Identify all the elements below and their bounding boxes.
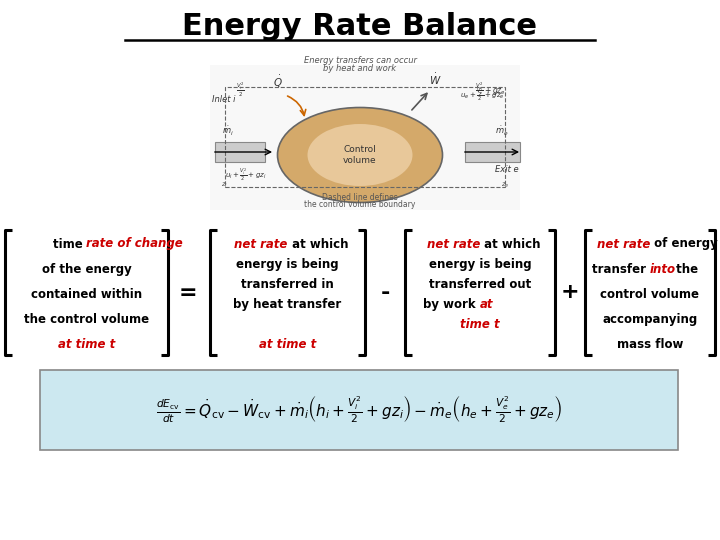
- Text: transferred out: transferred out: [429, 278, 531, 291]
- Text: $\dot{m}_i$: $\dot{m}_i$: [222, 125, 234, 138]
- Text: control volume: control volume: [600, 288, 700, 301]
- Text: +: +: [561, 282, 580, 302]
- Text: accompanying: accompanying: [603, 313, 698, 326]
- Text: net rate: net rate: [427, 238, 480, 251]
- Text: time t: time t: [460, 318, 500, 332]
- Text: the: the: [672, 263, 698, 276]
- Text: into: into: [650, 263, 676, 276]
- Text: by heat and work: by heat and work: [323, 64, 397, 73]
- Text: net rate: net rate: [234, 238, 287, 251]
- Text: the control volume boundary: the control volume boundary: [305, 200, 415, 209]
- Ellipse shape: [307, 124, 413, 186]
- Text: at time t: at time t: [58, 339, 115, 352]
- Bar: [465, 142, 520, 162]
- Text: by work: by work: [423, 298, 480, 311]
- Text: $\frac{V_e^2}{2} + gz_e$: $\frac{V_e^2}{2} + gz_e$: [474, 80, 505, 99]
- Text: Energy Rate Balance: Energy Rate Balance: [182, 12, 538, 41]
- Text: time: time: [53, 238, 86, 251]
- Text: transfer: transfer: [592, 263, 650, 276]
- Text: mass flow: mass flow: [617, 339, 683, 352]
- Text: $u_i + \frac{V_i^2}{2} + gz_i$: $u_i + \frac{V_i^2}{2} + gz_i$: [225, 167, 266, 183]
- Text: net rate: net rate: [597, 238, 650, 251]
- Text: $z_i$: $z_i$: [222, 181, 228, 190]
- Text: $\dot{Q}$: $\dot{Q}$: [273, 74, 283, 90]
- Text: energy is being: energy is being: [428, 258, 531, 271]
- Text: of energy: of energy: [650, 238, 718, 251]
- Text: at which: at which: [287, 238, 348, 251]
- Text: Exit e: Exit e: [495, 165, 518, 174]
- Bar: [225, 87, 505, 187]
- Bar: [210, 65, 520, 210]
- Text: at: at: [480, 298, 493, 311]
- Bar: [215, 142, 265, 162]
- Text: Energy transfers can occur: Energy transfers can occur: [304, 56, 416, 65]
- Text: contained within: contained within: [31, 288, 142, 301]
- Text: at time t: at time t: [259, 339, 316, 352]
- Text: =: =: [179, 282, 197, 302]
- Text: Inlet i: Inlet i: [212, 96, 235, 105]
- Text: at which: at which: [480, 238, 541, 251]
- Text: $\frac{dE_{\mathrm{cv}}}{dt} = \dot{Q}_{\mathrm{cv}} - \dot{W}_{\mathrm{cv}} + \: $\frac{dE_{\mathrm{cv}}}{dt} = \dot{Q}_{…: [156, 395, 562, 426]
- Text: Control
volume: Control volume: [343, 145, 377, 165]
- Text: rate of change: rate of change: [86, 238, 184, 251]
- Text: -: -: [380, 282, 390, 302]
- Text: of the energy: of the energy: [42, 263, 131, 276]
- Text: energy is being: energy is being: [236, 258, 339, 271]
- Text: $u_e + \frac{V_e^2}{2} + gz_e$: $u_e + \frac{V_e^2}{2} + gz_e$: [460, 87, 505, 103]
- Text: $\dot{m}_e$: $\dot{m}_e$: [495, 125, 509, 138]
- Ellipse shape: [277, 107, 443, 202]
- Text: the control volume: the control volume: [24, 313, 149, 326]
- Text: Dashed line defines: Dashed line defines: [322, 193, 398, 202]
- Text: transferred in: transferred in: [241, 278, 334, 291]
- Text: $z_e$: $z_e$: [501, 181, 509, 190]
- Text: by heat transfer: by heat transfer: [233, 298, 341, 311]
- FancyBboxPatch shape: [40, 370, 678, 450]
- Text: $\dot{W}$: $\dot{W}$: [428, 72, 441, 87]
- Text: $\frac{V_i^2}{2}$: $\frac{V_i^2}{2}$: [235, 80, 244, 99]
